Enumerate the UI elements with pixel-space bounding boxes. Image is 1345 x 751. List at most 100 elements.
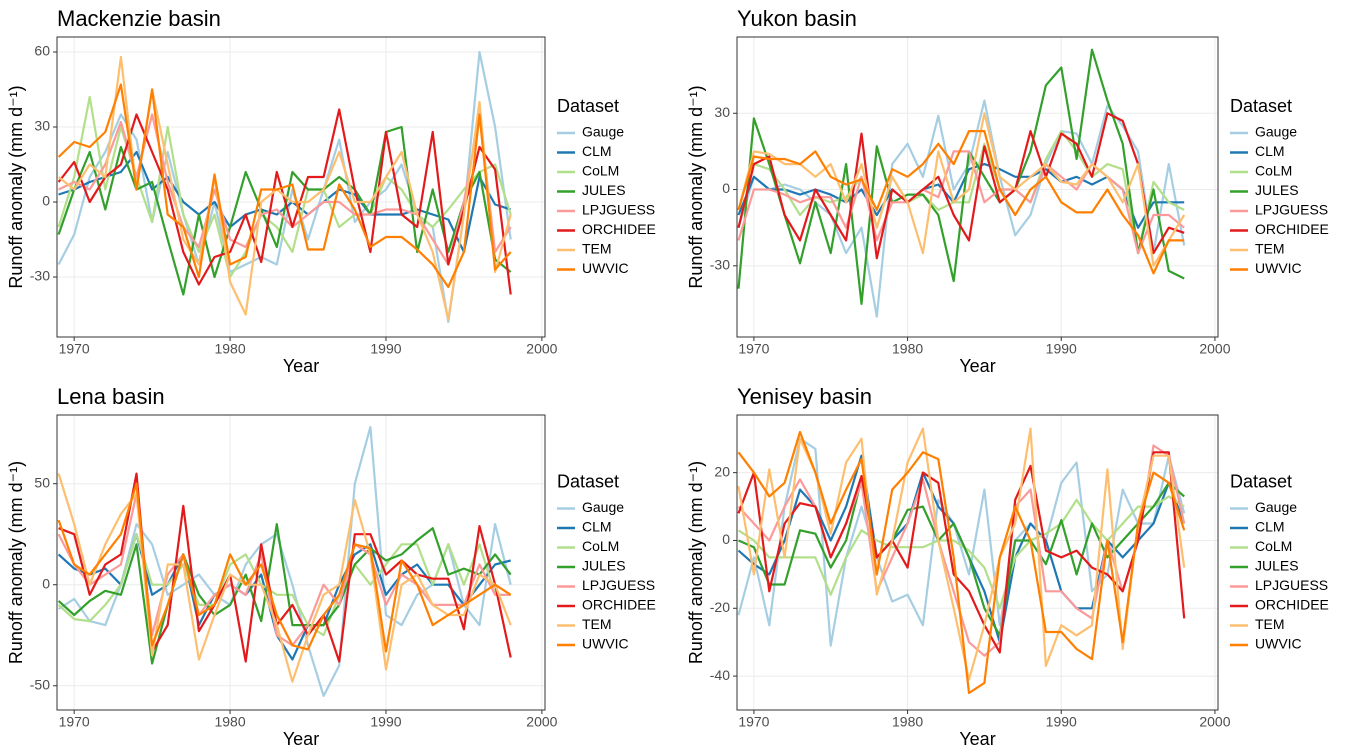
y-axis-label: Runoff anomaly (mm d⁻¹) [686,461,706,664]
data-line [737,112,1186,267]
legend-label: TEM [582,616,612,632]
x-axis-label: Year [959,729,995,749]
panel: -30 0 30 60 1970 1980 1990 2000 Mackenzie basin Y… [6,6,656,376]
legend-label: TEM [1255,616,1285,632]
x-axis-label: Year [283,356,319,376]
data-line [57,108,512,295]
panel: -50 0 50 1970 1980 1990 2000 Lena basin Year Runo… [6,384,656,749]
chart-title: Yenisey basin [737,384,872,409]
data-line [737,112,1185,260]
x-tick-label: 1980 [214,714,245,730]
legend-label: Gauge [1255,124,1297,140]
y-tick-label: 0 [722,531,730,547]
legend-label: ORCHIDEE [1255,221,1329,237]
y-tick-label: -30 [30,268,50,284]
legend-label: JULES [582,558,626,574]
legend-label: ORCHIDEE [582,221,656,237]
y-tick-label: -40 [710,667,730,683]
legend-label: LPJGUESS [582,202,655,218]
y-tick-label: 30 [714,104,730,120]
x-tick-label: 1970 [738,714,769,730]
legend-label: CLM [582,519,612,535]
y-tick-label: 0 [42,193,50,209]
plot-border [56,414,546,711]
legend-title: Dataset [1230,471,1292,491]
y-tick-label: -50 [30,676,50,692]
chart-title: Mackenzie basin [57,6,221,31]
y-tick-label: 0 [722,180,730,196]
x-tick-label: 2000 [526,341,557,357]
legend-label: UWVIC [582,636,629,652]
x-tick-label: 1990 [370,714,401,730]
data-line [57,492,511,647]
legend-label: Gauge [582,499,624,515]
y-axis-label: Runoff anomaly (mm d⁻¹) [6,85,26,288]
plot-border [736,414,1219,711]
legend-label: CoLM [582,538,619,554]
y-tick-label: 20 [714,463,730,479]
legend-label: TEM [1255,241,1285,257]
legend-label: CLM [582,143,612,159]
legend-label: CLM [1255,143,1285,159]
plot-background [57,37,545,337]
data-line [57,482,512,653]
plot-border [736,36,1219,338]
x-tick-label: 1980 [892,341,923,357]
legend-label: UWVIC [1255,260,1302,276]
x-tick-label: 2000 [1199,714,1230,730]
legend-label: ORCHIDEE [1255,597,1329,613]
legend-label: Gauge [582,124,624,140]
y-axis-label: Runoff anomaly (mm d⁻¹) [686,85,706,288]
y-tick-label: 30 [34,118,50,134]
y-tick-label: 0 [42,575,50,591]
x-tick-label: 1970 [59,341,90,357]
data-line [737,451,1186,654]
legend-label: CLM [1255,519,1285,535]
legend-label: UWVIC [1255,636,1302,652]
x-tick-label: 1980 [892,714,923,730]
data-line [58,472,512,663]
data-line [57,83,512,289]
legend-label: CoLM [1255,163,1292,179]
legend-title: Dataset [557,471,619,491]
legend-label: TEM [582,241,612,257]
y-tick-label: -20 [710,599,730,615]
legend-label: Gauge [1255,499,1297,515]
data-line [57,473,512,683]
data-line [737,48,1185,305]
x-tick-label: 2000 [526,714,557,730]
legend-label: JULES [1255,558,1299,574]
legend-label: LPJGUESS [582,577,655,593]
chart-title: Lena basin [57,384,165,409]
data-line [737,495,1185,610]
panel: -40 -20 0 20 1970 1980 1990 2000 Yenisey basin Ye… [686,384,1329,749]
legend-label: CoLM [582,163,619,179]
chart-title: Yukon basin [737,6,857,31]
y-tick-label: 50 [34,474,50,490]
legend-label: JULES [582,182,626,198]
y-tick-label: 60 [34,43,50,59]
legend-label: ORCHIDEE [582,597,656,613]
x-axis-label: Year [959,356,995,376]
legend-title: Dataset [1230,96,1292,116]
legend-label: JULES [1255,182,1299,198]
data-line [57,523,512,665]
legend-title: Dataset [557,96,619,116]
plot-border [56,36,546,338]
legend-label: UWVIC [582,260,629,276]
y-axis-label: Runoff anomaly (mm d⁻¹) [6,461,26,664]
data-line [737,430,1186,695]
y-tick-label: -30 [710,257,730,273]
panel: -30 0 30 1970 1980 1990 2000 Yukon basin Year Run… [686,6,1329,376]
x-tick-label: 1970 [738,341,769,357]
legend-label: LPJGUESS [1255,577,1328,593]
data-line [57,125,512,296]
legend-label: CoLM [1255,538,1292,554]
x-tick-label: 1990 [1046,341,1077,357]
x-tick-label: 1990 [1046,714,1077,730]
data-line [737,130,1185,275]
x-axis-label: Year [283,729,319,749]
legend-label: LPJGUESS [1255,202,1328,218]
x-tick-label: 2000 [1199,341,1230,357]
